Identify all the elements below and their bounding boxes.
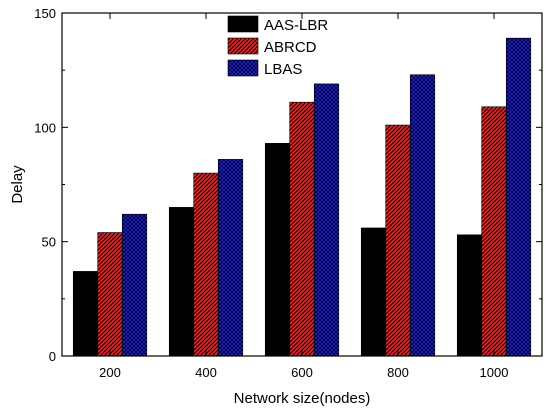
x-tick-label: 200 (99, 365, 121, 380)
legend-label-lbas: LBAS (264, 61, 302, 78)
bar-abrcd-200 (97, 232, 123, 357)
bar-lbas-800 (409, 74, 436, 357)
legend-swatch-aas-lbr (227, 15, 259, 33)
legend: AAS-LBR ABRCD LBAS (227, 15, 328, 78)
bar-abrcd-400 (193, 172, 219, 357)
bar-lbas-1000 (505, 37, 532, 357)
x-tick-label: 800 (387, 365, 409, 380)
legend-label-aas-lbr: AAS-LBR (264, 17, 328, 34)
bar-aas-lbr-1000 (456, 234, 483, 357)
y-tick-label: 150 (34, 6, 56, 21)
bar-aas-lbr-200 (72, 271, 99, 357)
bar-aas-lbr-800 (360, 227, 387, 357)
bar-aas-lbr-400 (168, 207, 195, 357)
y-axis: 0 50 100 150 (34, 6, 542, 364)
x-axis: 200 400 600 800 1000 (99, 13, 508, 380)
bar-abrcd-600 (289, 101, 315, 357)
legend-swatch-abrcd (227, 37, 259, 55)
x-tick-label: 600 (291, 365, 313, 380)
bar-abrcd-1000 (481, 106, 507, 357)
y-axis-label: Delay (9, 165, 26, 204)
legend-swatch-lbas (227, 59, 259, 77)
y-tick-label: 100 (34, 120, 56, 135)
x-tick-label: 400 (195, 365, 217, 380)
bars-group (72, 37, 532, 357)
bar-abrcd-800 (385, 124, 411, 357)
y-tick-label: 50 (42, 235, 56, 250)
x-tick-label: 1000 (480, 365, 509, 380)
bar-lbas-600 (313, 83, 340, 357)
bar-lbas-200 (121, 213, 148, 357)
bar-lbas-400 (217, 159, 244, 357)
bar-aas-lbr-600 (264, 143, 291, 357)
legend-label-abrcd: ABRCD (264, 39, 317, 56)
x-axis-label: Network size(nodes) (234, 390, 371, 407)
y-tick-label: 0 (49, 349, 56, 364)
